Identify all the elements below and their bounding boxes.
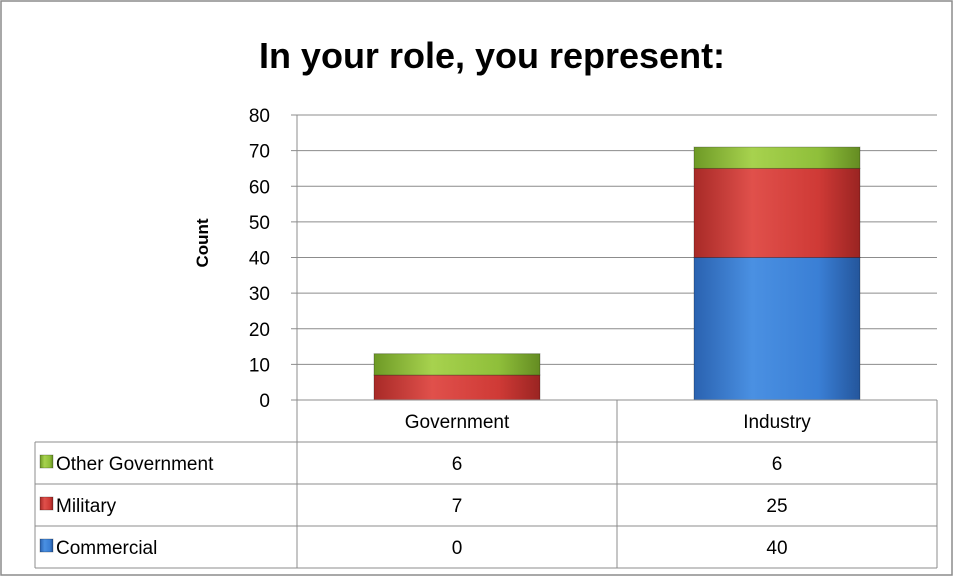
bar-segment-commercial-industry [693,257,861,401]
data-label: 6 [772,454,783,475]
y-tick-label: 40 [249,249,270,270]
y-tick-label: 80 [249,106,270,127]
legend-key [39,454,54,469]
y-tick-label: 30 [249,284,270,305]
y-axis-label: Count [193,218,212,267]
data-label: 0 [452,538,463,559]
bar-series [373,146,861,401]
legend-label: Other Government [56,454,214,475]
chart-title: In your role, you represent: [259,35,725,76]
bar-segment-other-government-government [373,353,541,376]
data-label: 7 [452,496,463,517]
data-label: 40 [766,538,787,559]
bar-segment-military-government [373,374,541,401]
y-axis-tick-labels: 0 10 20 30 40 50 60 70 80 [249,106,270,412]
legend-key [39,538,54,553]
data-label: 25 [766,496,787,517]
category-label: Government [405,412,510,433]
data-table: Government Industry Other Government 6 6 Mili… [34,399,938,569]
bar-segment-military-industry [693,167,861,258]
y-tick-label: 10 [249,355,270,376]
bar-segment-other-government-industry [693,146,861,169]
y-tick-label: 60 [249,177,270,198]
legend-label: Military [56,496,117,517]
y-tick-label: 0 [259,391,270,412]
legend-key [39,496,54,511]
y-tick-label: 70 [249,142,270,163]
legend-label: Commercial [56,538,157,559]
data-label: 6 [452,454,463,475]
y-tick-label: 50 [249,213,270,234]
y-tick-label: 20 [249,320,270,341]
category-label: Industry [743,412,811,433]
